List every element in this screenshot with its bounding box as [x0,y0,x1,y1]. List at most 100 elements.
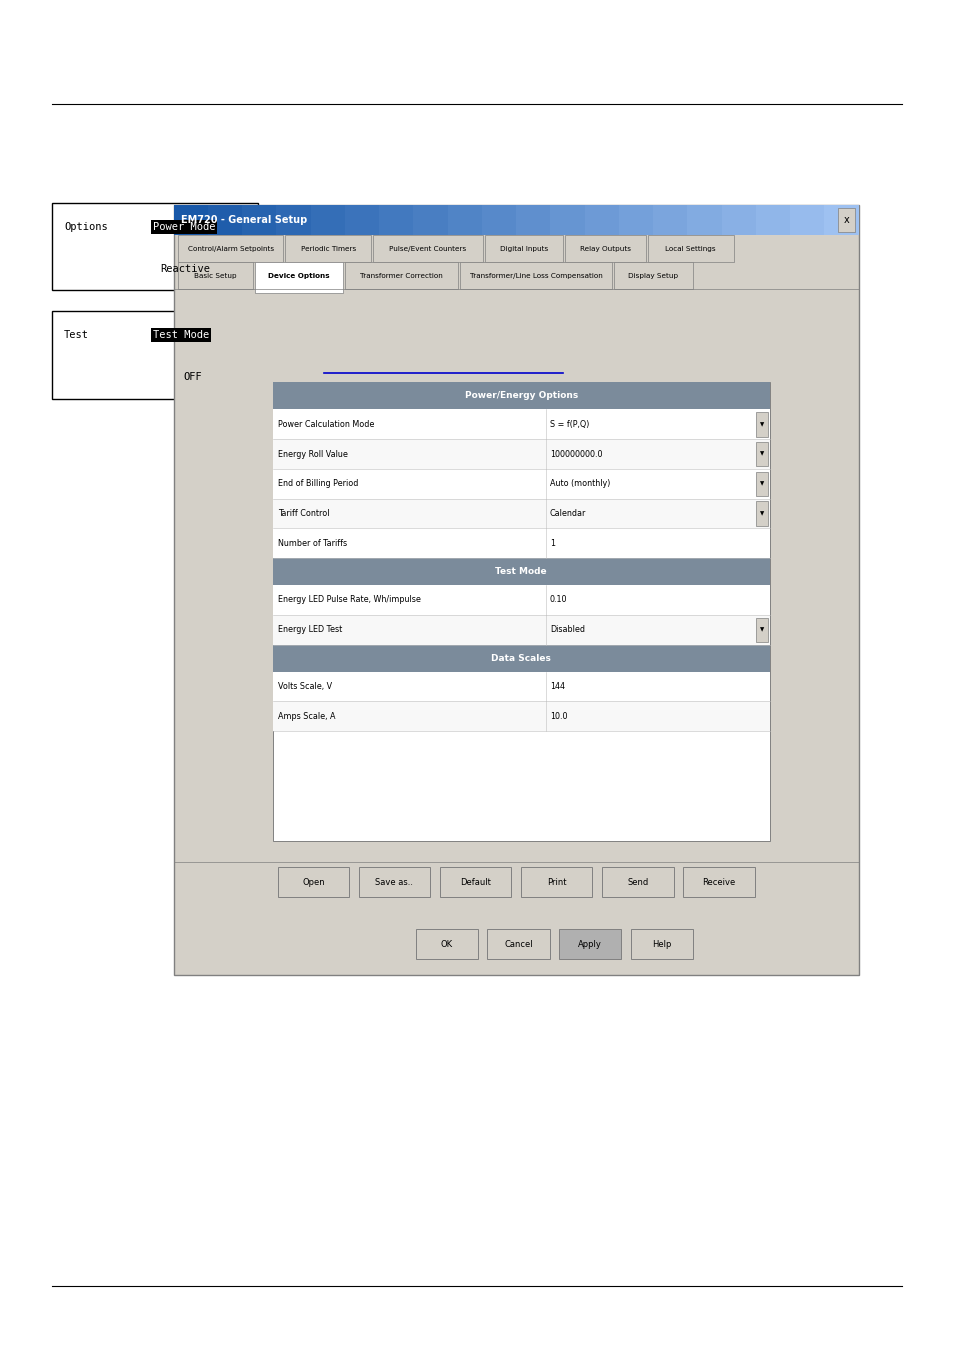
Text: Volts Scale, V: Volts Scale, V [277,682,332,690]
Bar [373,235,482,262]
Text: Cancel: Cancel [503,940,533,948]
Bar [285,235,371,262]
Bar [481,205,516,235]
Text: Periodic Timers: Periodic Timers [300,246,355,251]
Bar [273,382,769,840]
Text: Open: Open [302,878,324,886]
Text: Transformer Correction: Transformer Correction [360,273,442,278]
Text: 100000000.0: 100000000.0 [549,450,601,458]
Bar [564,235,645,262]
Bar [345,262,457,289]
Text: Power Calculation Mode: Power Calculation Mode [277,420,374,428]
Text: Display Setup: Display Setup [628,273,678,278]
Text: ▼: ▼ [759,627,763,632]
Bar [173,205,208,235]
Bar [601,867,673,897]
Text: 1: 1 [549,539,555,547]
Text: ▼: ▼ [759,451,763,457]
Bar [756,471,767,496]
Bar [254,262,343,293]
Bar [173,205,858,975]
Bar [273,382,769,409]
Bar [459,262,612,289]
Bar [273,439,769,469]
Text: Print: Print [546,878,566,886]
Bar [653,205,686,235]
Bar [178,235,283,262]
Bar [823,205,858,235]
Bar [273,585,769,615]
Text: Default: Default [459,878,491,886]
Bar [273,469,769,499]
Text: S = f(P,Q): S = f(P,Q) [549,420,589,428]
Text: Test: Test [64,330,89,340]
Bar [439,867,511,897]
Text: OFF: OFF [183,372,202,381]
Bar [756,501,767,526]
Text: ▼: ▼ [759,481,763,486]
Bar [344,205,378,235]
Bar [647,235,733,262]
Bar [520,867,592,897]
Bar [311,205,345,235]
Text: Local Settings: Local Settings [664,246,716,251]
Bar [358,867,430,897]
Bar [173,205,858,235]
Bar [273,528,769,558]
Text: Help: Help [651,940,671,948]
Text: Relay Outputs: Relay Outputs [579,246,630,251]
Text: Options: Options [64,222,108,232]
Text: Transformer/Line Loss Compensation: Transformer/Line Loss Compensation [469,273,602,278]
Bar [273,701,769,731]
Text: Send: Send [626,878,648,886]
Bar [447,205,481,235]
Text: Calendar: Calendar [549,509,586,517]
Text: 144: 144 [549,682,564,690]
Text: OK: OK [440,940,453,948]
Text: Test Mode: Test Mode [495,567,546,576]
Bar [413,205,447,235]
Bar [273,499,769,528]
Bar [487,929,549,959]
Bar [276,205,311,235]
Bar [273,615,769,644]
Bar [484,235,562,262]
Text: Receive: Receive [701,878,735,886]
Bar [618,205,653,235]
Bar [630,929,692,959]
Bar [178,262,253,289]
Bar [242,205,276,235]
Bar [558,929,620,959]
Text: ▼: ▼ [759,422,763,427]
Text: Device Options: Device Options [268,273,330,278]
Text: Save as..: Save as.. [375,878,413,886]
Text: Power Mode: Power Mode [152,222,215,232]
Bar [686,205,720,235]
Text: Control/Alarm Setpoints: Control/Alarm Setpoints [188,246,274,251]
Text: Number of Tariffs: Number of Tariffs [277,539,347,547]
Text: Energy LED Test: Energy LED Test [277,626,341,634]
Bar [208,205,242,235]
Text: Energy Roll Value: Energy Roll Value [277,450,347,458]
Text: Apply: Apply [578,940,601,948]
Bar [837,208,854,232]
Bar [584,205,618,235]
Bar [378,205,413,235]
Bar [756,617,767,642]
Bar [550,205,584,235]
Bar [755,205,789,235]
Text: Auto (monthly): Auto (monthly) [549,480,610,488]
Bar [273,409,769,439]
Bar [273,558,769,585]
Bar [516,205,550,235]
Bar [614,262,692,289]
Text: Tariff Control: Tariff Control [277,509,329,517]
Text: Amps Scale, A: Amps Scale, A [277,712,335,720]
Bar [789,205,823,235]
Text: Basic Setup: Basic Setup [194,273,236,278]
Text: Digital Inputs: Digital Inputs [499,246,547,251]
Bar [756,442,767,466]
Bar [416,929,477,959]
Bar [273,671,769,701]
Text: Disabled: Disabled [549,626,584,634]
